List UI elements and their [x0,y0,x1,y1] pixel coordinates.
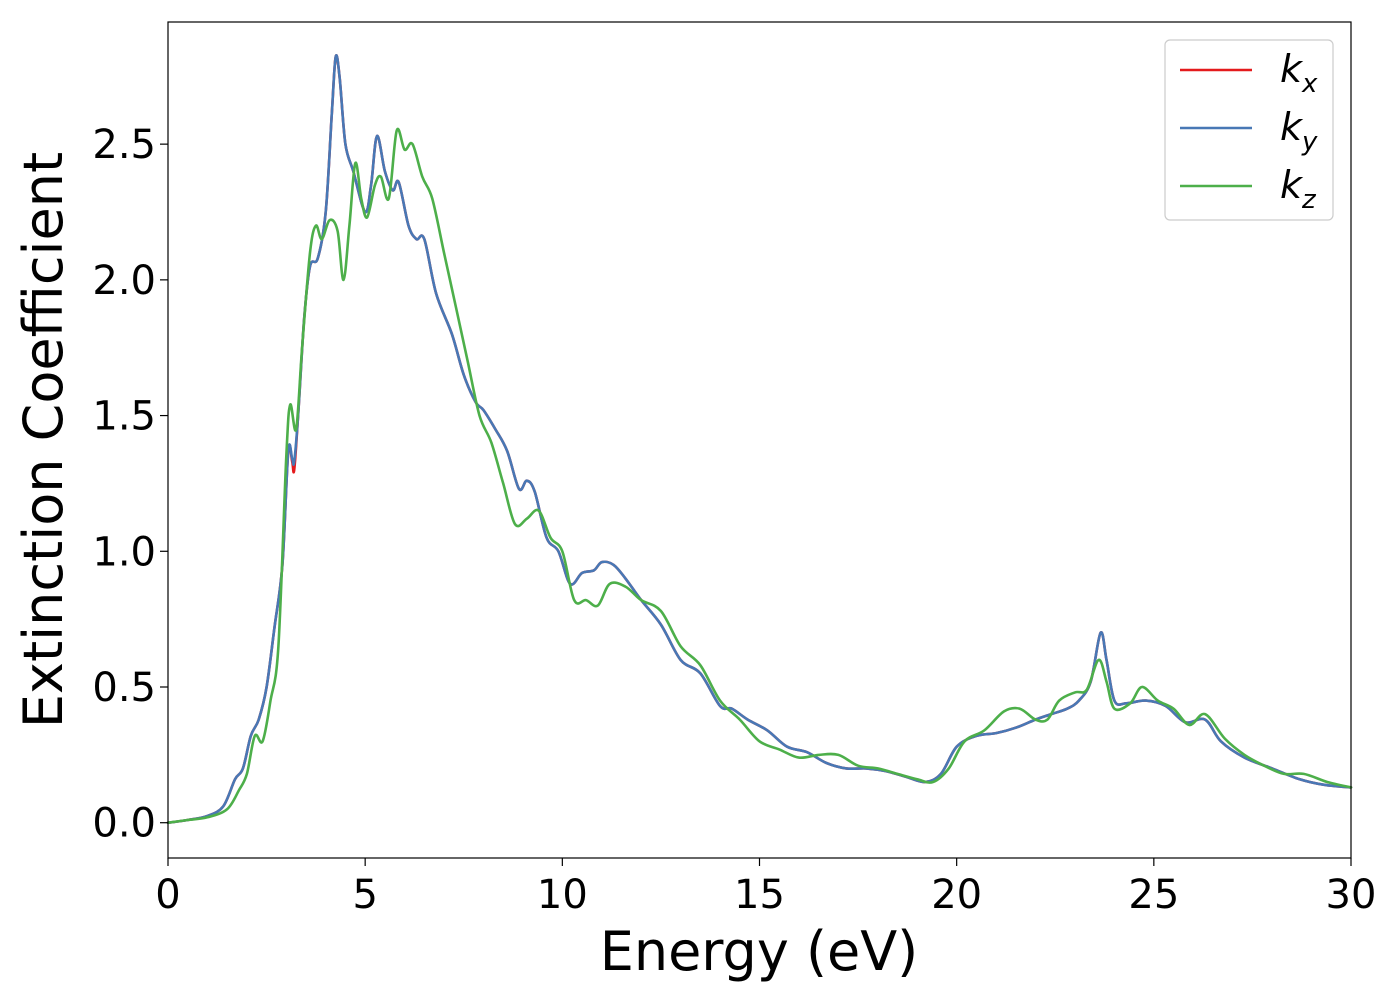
y-axis-title: Extinction Coefficient [12,152,75,728]
x-tick-label: 10 [537,872,588,918]
legend-label-k-x: kx [1280,47,1318,99]
x-tick-label: 20 [931,872,982,918]
y-tick-label: 0.0 [92,801,156,847]
y-tick-label: 1.0 [92,529,156,575]
y-axis-ticks: 0.0 0.5 1.0 1.5 2.0 2.5 [92,122,168,847]
x-axis-title: Energy (eV) [600,920,919,983]
series-line-k-z [166,127,1353,824]
y-tick-label: 2.5 [92,122,156,168]
y-tick-label: 1.5 [92,394,156,440]
y-tick-label: 2.0 [92,258,156,304]
x-tick-label: 15 [734,872,785,918]
legend: kx ky kz [1164,39,1334,221]
x-axis-ticks: 0 5 10 15 20 25 30 [155,858,1376,918]
legend-box [1164,39,1334,221]
x-tick-label: 30 [1326,872,1377,918]
y-tick-label: 0.5 [92,665,156,711]
x-tick-label: 5 [352,872,377,918]
legend-label-k-y: ky [1280,105,1318,157]
x-tick-label: 25 [1128,872,1179,918]
x-tick-label: 0 [155,872,180,918]
series-layer [166,54,1353,824]
legend-items: kx ky kz [1180,47,1318,215]
legend-label-k-z: kz [1280,163,1317,215]
